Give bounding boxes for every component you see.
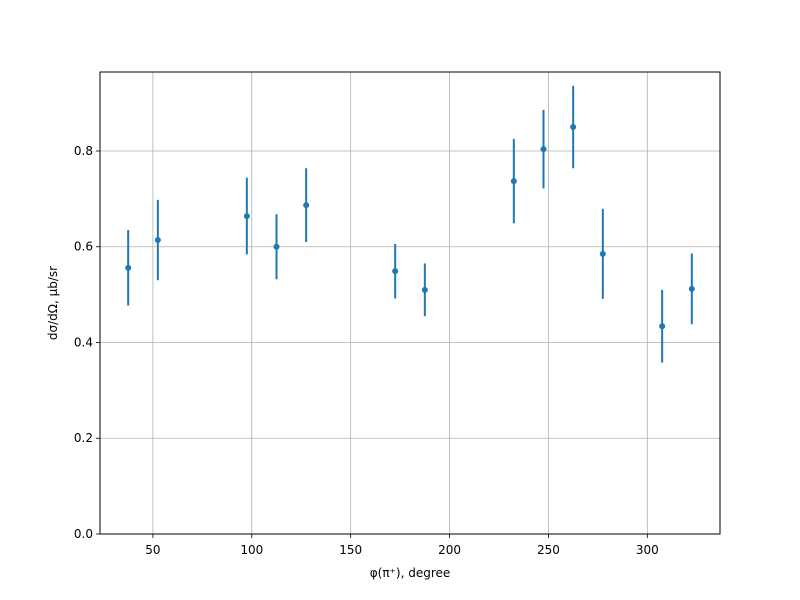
x-tick-label: 150 bbox=[339, 543, 362, 557]
data-point bbox=[125, 264, 132, 271]
x-tick-label: 200 bbox=[438, 543, 461, 557]
data-point bbox=[243, 213, 250, 220]
data-point bbox=[570, 124, 577, 131]
data-point bbox=[392, 268, 399, 275]
y-tick-label: 0.8 bbox=[74, 144, 93, 158]
data-point bbox=[688, 285, 695, 292]
x-tick-label: 50 bbox=[145, 543, 160, 557]
x-tick-label: 300 bbox=[636, 543, 659, 557]
y-tick-label: 0.2 bbox=[74, 431, 93, 445]
data-point bbox=[540, 146, 547, 153]
x-tick-label: 100 bbox=[240, 543, 263, 557]
y-tick-label: 0.0 bbox=[74, 527, 93, 541]
y-tick-label: 0.6 bbox=[74, 240, 93, 254]
data-point bbox=[154, 237, 161, 244]
data-point bbox=[510, 178, 517, 185]
y-tick-label: 0.4 bbox=[74, 335, 93, 349]
data-point bbox=[303, 202, 310, 209]
y-axis-label: dσ/dΩ, μb/sr bbox=[46, 266, 60, 340]
data-point bbox=[659, 323, 666, 330]
data-point bbox=[273, 243, 280, 250]
data-point bbox=[599, 250, 606, 257]
x-axis-label: φ(π⁺), degree bbox=[370, 566, 451, 580]
plot-frame bbox=[99, 71, 721, 535]
data-point bbox=[421, 286, 428, 293]
x-tick-label: 250 bbox=[537, 543, 560, 557]
